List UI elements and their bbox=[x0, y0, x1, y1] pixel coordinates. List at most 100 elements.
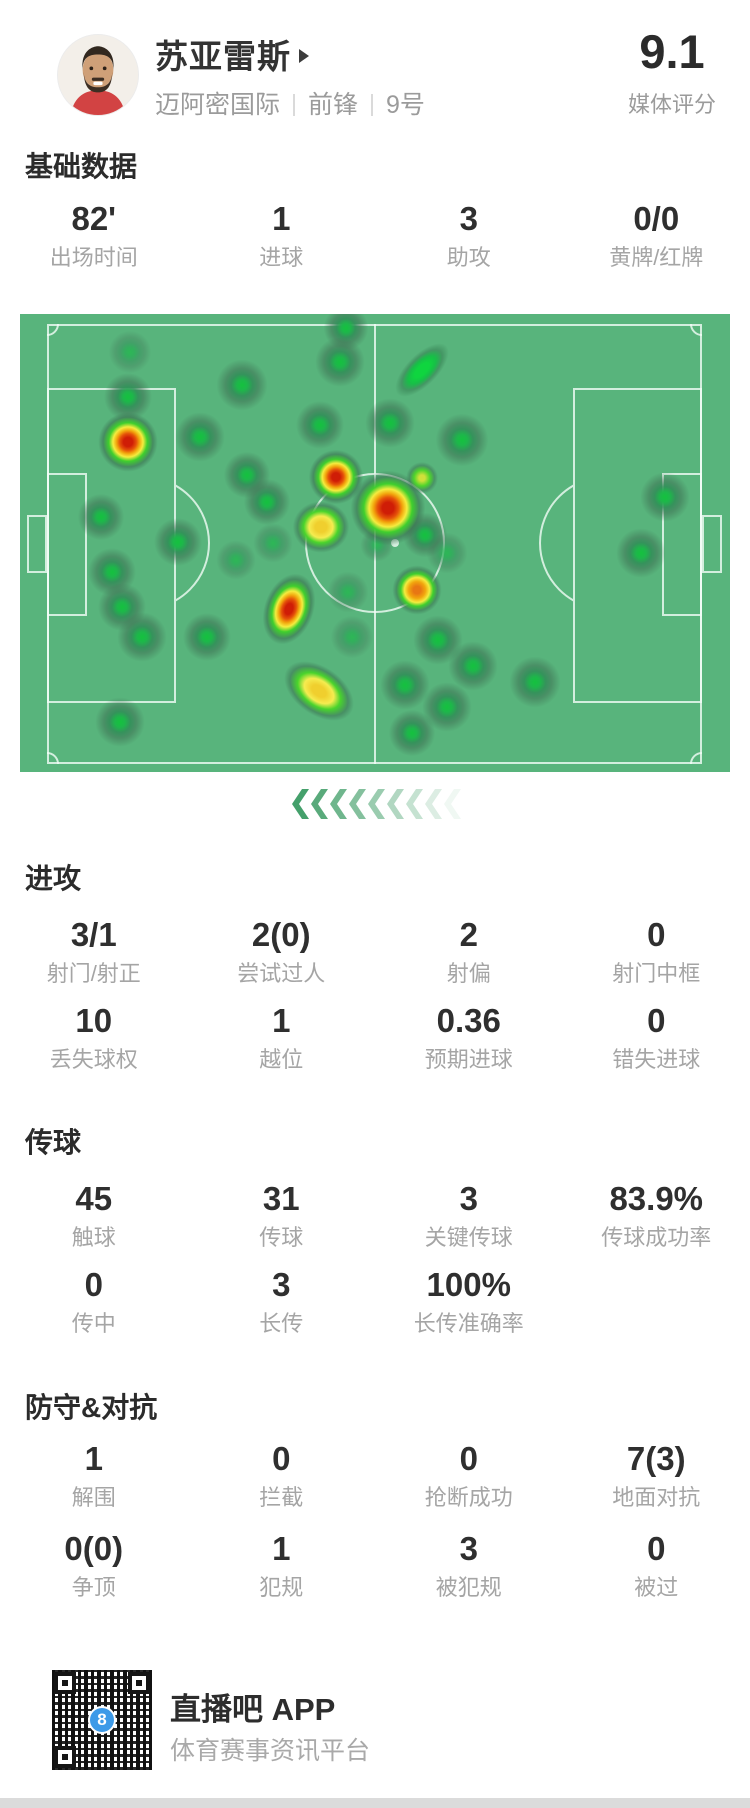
heat-blob bbox=[111, 605, 174, 668]
stat-value: 0(0) bbox=[64, 1530, 124, 1567]
heat-blob bbox=[358, 392, 421, 454]
stat-cell: 1 犯规 bbox=[188, 1530, 376, 1601]
stat-label: 预期进球 bbox=[424, 1047, 513, 1072]
stat-label: 长传 bbox=[259, 1311, 304, 1336]
stat-cell: 3 关键传球 bbox=[375, 1180, 563, 1251]
heat-blob bbox=[441, 635, 504, 698]
section-title-basic: 基础数据 bbox=[25, 151, 138, 182]
stat-label: 错失进球 bbox=[612, 1047, 701, 1072]
stat-label: 被过 bbox=[634, 1575, 679, 1600]
heat-blob bbox=[419, 526, 474, 581]
stat-value: 2(0) bbox=[251, 916, 311, 953]
stat-value: 100% bbox=[426, 1266, 511, 1303]
stat-value: 0.36 bbox=[436, 1002, 501, 1039]
heat-blob bbox=[148, 512, 209, 573]
stat-value: 0 bbox=[272, 1440, 291, 1477]
heat-blob bbox=[382, 704, 441, 763]
player-name-row[interactable]: 苏亚雷斯 bbox=[155, 30, 309, 78]
stat-cell: 31 传球 bbox=[188, 1180, 376, 1251]
stat-label: 传球 bbox=[259, 1225, 304, 1250]
stat-value: 45 bbox=[75, 1180, 113, 1217]
section-title-attack: 进攻 bbox=[25, 863, 82, 894]
goal-right bbox=[702, 515, 722, 573]
qr-finder-icon bbox=[128, 1672, 150, 1694]
stat-cell: 3 助攻 bbox=[375, 200, 563, 271]
basic-stats-row: 82' 出场时间 1 进球 3 助攻 0/0 黄牌/红牌 bbox=[0, 200, 750, 271]
stat-label: 地面对抗 bbox=[612, 1485, 701, 1510]
heat-blob bbox=[92, 406, 163, 477]
rating-value: 9.1 bbox=[639, 25, 705, 78]
stat-label: 抢断成功 bbox=[424, 1485, 513, 1510]
heat-blob bbox=[633, 466, 696, 529]
heat-blob bbox=[169, 406, 232, 469]
stat-value: 3 bbox=[459, 1180, 478, 1217]
heat-blob bbox=[387, 561, 446, 620]
stat-value: 1 bbox=[272, 1002, 291, 1039]
rating-label: 媒体评分 bbox=[627, 92, 716, 117]
stat-label: 射偏 bbox=[446, 961, 491, 986]
stat-label: 传球成功率 bbox=[601, 1225, 712, 1250]
defense-stats-row: 1 解围 0 拦截 0 抢断成功 7(3) 地面对抗 bbox=[0, 1440, 750, 1511]
stat-cell: 7(3) 地面对抗 bbox=[563, 1440, 750, 1511]
stat-value: 0/0 bbox=[633, 200, 680, 237]
heat-blob bbox=[378, 326, 465, 414]
heat-blob bbox=[415, 675, 478, 738]
heat-blob bbox=[209, 533, 262, 586]
separator: | bbox=[369, 89, 375, 116]
heat-blob bbox=[176, 606, 237, 667]
stat-value: 1 bbox=[272, 1530, 291, 1567]
heat-blob bbox=[210, 352, 275, 417]
stat-cell: 83.9% 传球成功率 bbox=[563, 1180, 750, 1251]
stat-label: 射门/射正 bbox=[46, 961, 141, 986]
qr-code: 8 bbox=[52, 1670, 152, 1770]
zhibo8-logo-icon: 8 bbox=[88, 1706, 116, 1734]
heat-blob bbox=[309, 331, 372, 394]
heat-blob bbox=[303, 445, 368, 510]
stat-cell: 1 越位 bbox=[188, 1002, 376, 1073]
heat-blob bbox=[324, 608, 381, 665]
player-name: 苏亚雷斯 bbox=[155, 38, 291, 75]
heat-blob bbox=[290, 394, 351, 455]
section-title-passing: 传球 bbox=[25, 1127, 82, 1158]
stat-cell: 3 被犯规 bbox=[375, 1530, 563, 1601]
heat-blob bbox=[218, 446, 277, 505]
heat-blob bbox=[89, 691, 152, 754]
passing-stats-row: 0 传中 3 长传 100% 长传准确率 bbox=[0, 1266, 750, 1337]
heat-blob bbox=[287, 495, 356, 558]
stat-cell: 0 错失进球 bbox=[563, 1002, 750, 1073]
stat-cell: 82' 出场时间 bbox=[0, 200, 188, 271]
heat-blob bbox=[246, 517, 299, 569]
app-name: 直播吧 APP bbox=[170, 1692, 336, 1727]
stat-cell: 3/1 射门/射正 bbox=[0, 916, 188, 987]
stat-cell: 0 拦截 bbox=[188, 1440, 376, 1511]
heat-blob bbox=[263, 640, 375, 742]
heat-blob bbox=[71, 487, 130, 546]
player-avatar bbox=[57, 34, 139, 116]
stat-value: 3 bbox=[459, 1530, 478, 1567]
section-title-defense: 防守&对抗 bbox=[25, 1392, 158, 1423]
stat-value: 82' bbox=[71, 200, 117, 237]
separator: | bbox=[291, 89, 297, 116]
qr-finder-icon bbox=[54, 1746, 76, 1768]
triangle-right-icon bbox=[299, 48, 309, 63]
stat-value: 3 bbox=[459, 200, 478, 237]
stat-cell: 10 丢失球权 bbox=[0, 1002, 188, 1073]
heat-blob bbox=[610, 522, 673, 585]
player-photo-illustration bbox=[58, 35, 138, 115]
stat-label: 黄牌/红牌 bbox=[609, 245, 704, 270]
attack-stats-row: 3/1 射门/射正 2(0) 尝试过人 2 射偏 0 射门中框 bbox=[0, 916, 750, 987]
attack-direction-arrows bbox=[0, 788, 750, 820]
stat-value: 2 bbox=[459, 916, 478, 953]
stat-value: 0 bbox=[647, 1002, 666, 1039]
stat-cell: 2(0) 尝试过人 bbox=[188, 916, 376, 987]
stat-value: 31 bbox=[262, 1180, 300, 1217]
stat-cell: 0 传中 bbox=[0, 1266, 188, 1337]
stat-cell: 0 抢断成功 bbox=[375, 1440, 563, 1511]
heatmap-pitch bbox=[20, 314, 730, 772]
stat-label: 被犯规 bbox=[435, 1575, 502, 1600]
heat-blob bbox=[355, 522, 400, 567]
player-subtitle: 迈阿密国际 | 前锋 | 9号 bbox=[155, 85, 425, 121]
stat-value: 0 bbox=[647, 916, 666, 953]
heat-blob bbox=[343, 464, 432, 553]
